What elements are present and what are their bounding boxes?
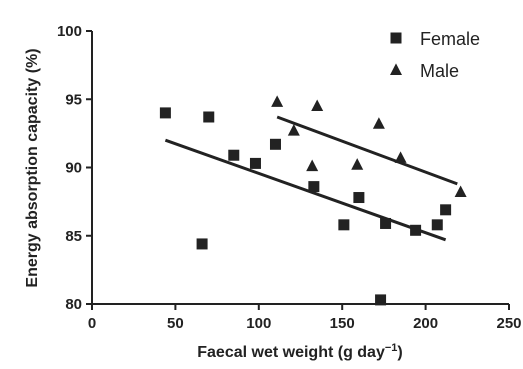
female-point	[338, 219, 350, 231]
male-point	[351, 158, 364, 170]
y-tick-label: 80	[65, 296, 82, 313]
y-tick-label: 85	[65, 228, 82, 245]
x-tick-label: 200	[413, 315, 438, 332]
x-tick-label: 100	[246, 315, 271, 332]
x-axis-label: Faecal wet weight (g day−1)	[197, 342, 402, 361]
legend-male-marker	[390, 63, 402, 75]
trend-lines	[164, 115, 458, 242]
female-point	[308, 181, 320, 193]
female-point	[249, 157, 261, 169]
y-tick-label: 90	[65, 160, 82, 177]
female-trend-line	[164, 138, 447, 242]
female-point	[431, 219, 443, 231]
male-point	[287, 124, 300, 136]
female-point	[375, 294, 387, 306]
legend: Female Male	[390, 29, 480, 81]
female-point	[353, 192, 365, 204]
legend-female-marker	[390, 32, 402, 44]
y-axis-label: Energy absorption capacity (%)	[24, 48, 41, 287]
x-tick-label: 250	[496, 315, 521, 332]
female-point	[440, 204, 452, 216]
male-point	[306, 159, 319, 172]
y-tick-label: 100	[57, 23, 82, 40]
y-tick-label: 95	[65, 91, 82, 108]
male-point	[311, 99, 324, 112]
male-point	[454, 185, 467, 198]
data-points	[159, 95, 467, 306]
male-trend-line	[276, 115, 458, 186]
female-point	[380, 217, 392, 229]
female-point	[410, 224, 422, 236]
legend-female-label: Female	[420, 29, 480, 49]
x-tick-label: 0	[88, 315, 96, 332]
male-point	[271, 95, 284, 107]
x-tick-label: 50	[167, 315, 184, 332]
female-point	[159, 107, 171, 119]
legend-male-label: Male	[420, 61, 459, 81]
x-tick-label: 150	[330, 315, 355, 332]
female-point	[269, 138, 281, 150]
female-point	[196, 238, 208, 250]
male-point	[394, 151, 407, 163]
male-point	[372, 117, 385, 129]
female-point	[228, 149, 240, 161]
female-point	[203, 111, 215, 123]
axes: 0 50 100 150 200 250 80 85 90 95 100	[57, 23, 522, 332]
